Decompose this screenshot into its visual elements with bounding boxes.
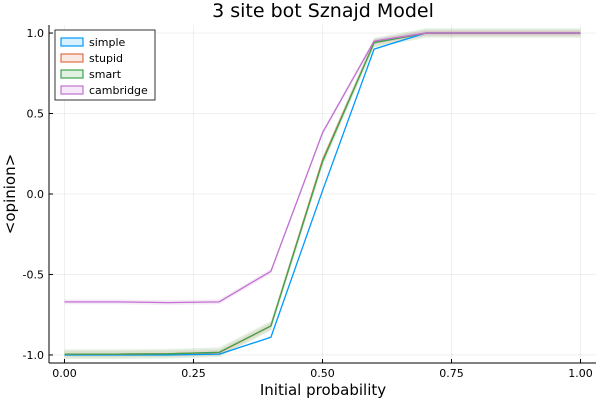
- y-tick-label: 1.0: [27, 27, 45, 40]
- legend-label-smart: smart: [89, 68, 122, 81]
- x-tick-label: 0.25: [181, 367, 206, 380]
- legend-box: [54, 29, 156, 101]
- legend-swatch-cambridge: [60, 85, 84, 95]
- chart-title: 3 site bot Sznajd Model: [212, 0, 434, 22]
- axes: [48, 25, 596, 364]
- x-tick-label: 0.75: [439, 367, 464, 380]
- x-axis-label: Initial probability: [260, 381, 386, 399]
- series-lines: [64, 32, 581, 356]
- legend-label-simple: simple: [89, 36, 126, 49]
- y-axis-label: <opinion>: [1, 154, 19, 234]
- y-tick-label: -1.0: [23, 349, 44, 362]
- series-line-cambridge: [64, 32, 581, 304]
- y-tick-label: -0.5: [23, 268, 44, 281]
- legend-swatch-simple: [60, 37, 84, 47]
- y-tick-label: 0.0: [27, 188, 45, 201]
- y-tick-label: 0.5: [27, 108, 45, 121]
- x-tick-label: 1.00: [568, 367, 593, 380]
- legend-label-cambridge: cambridge: [89, 84, 148, 97]
- x-tick-label: 0.00: [52, 367, 77, 380]
- tick-labels: 0.00 0.25 0.50 0.75 1.00 -1.0 -0.5 0.0 0.5 1.0: [23, 27, 593, 380]
- legend-label-stupid: stupid: [89, 52, 123, 65]
- legend-swatch-smart: [60, 69, 84, 79]
- legend-swatch-stupid: [60, 53, 84, 63]
- legend: simple stupid smart cambridge: [54, 29, 156, 101]
- x-tick-label: 0.50: [310, 367, 335, 380]
